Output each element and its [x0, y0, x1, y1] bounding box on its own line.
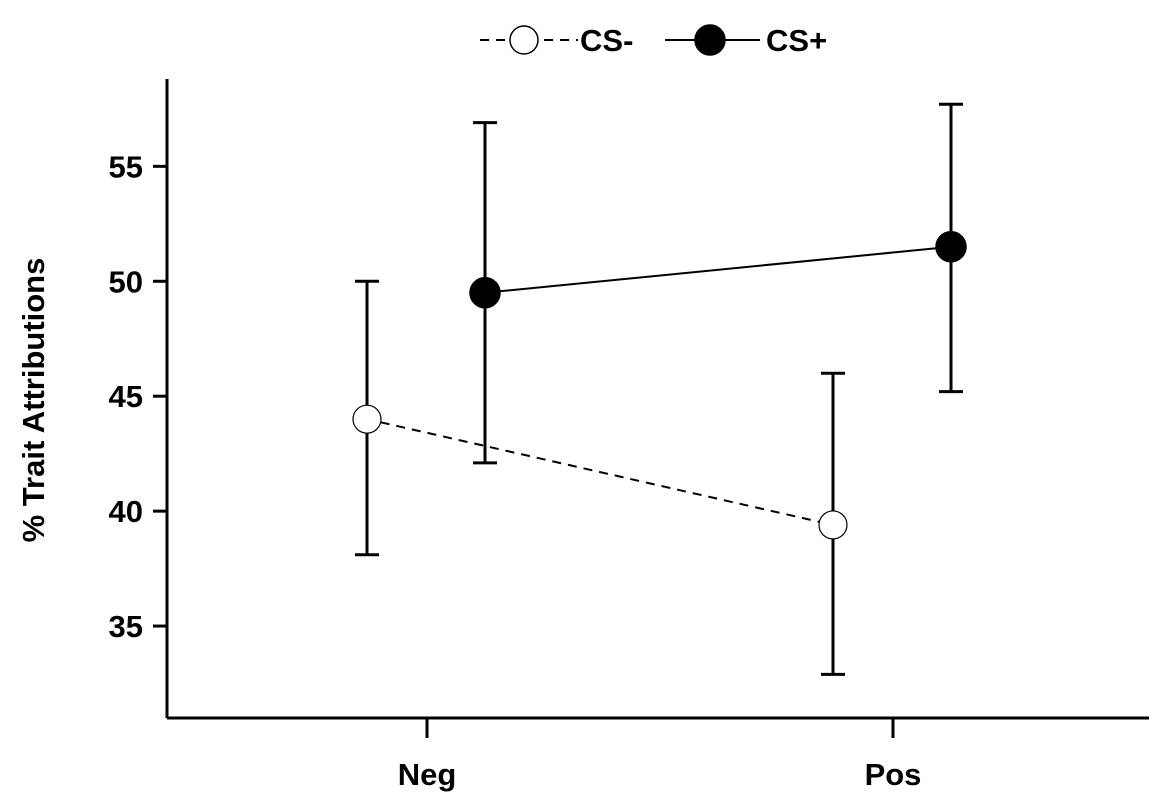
x-tick-label: Neg [398, 757, 457, 792]
x-tick-label: Pos [865, 757, 922, 792]
series-layer [352, 102, 967, 676]
y-ticks: 35 40 45 50 55 [109, 149, 167, 644]
legend-cs-minus-label: CS- [580, 23, 633, 58]
x-ticks: Neg Pos [398, 718, 922, 792]
y-axis-title: % Trait Attributions [16, 258, 51, 543]
y-tick-label: 50 [109, 264, 143, 299]
cs-minus-point [352, 404, 382, 434]
legend: CS- CS+ [480, 23, 827, 58]
y-tick-label: 40 [109, 494, 143, 529]
y-tick-label: 55 [109, 149, 143, 184]
legend-cs-plus-label: CS+ [766, 23, 827, 58]
legend-cs-minus-marker [509, 25, 539, 55]
cs-plus-point [935, 231, 967, 263]
cs-plus-point [469, 277, 501, 309]
y-tick-label: 45 [109, 379, 143, 414]
cs-minus-point [818, 510, 848, 540]
cs-plus-line [499, 247, 937, 293]
cs-minus-line [380, 421, 820, 523]
legend-cs-plus-marker [694, 24, 726, 56]
y-tick-label: 35 [109, 609, 143, 644]
